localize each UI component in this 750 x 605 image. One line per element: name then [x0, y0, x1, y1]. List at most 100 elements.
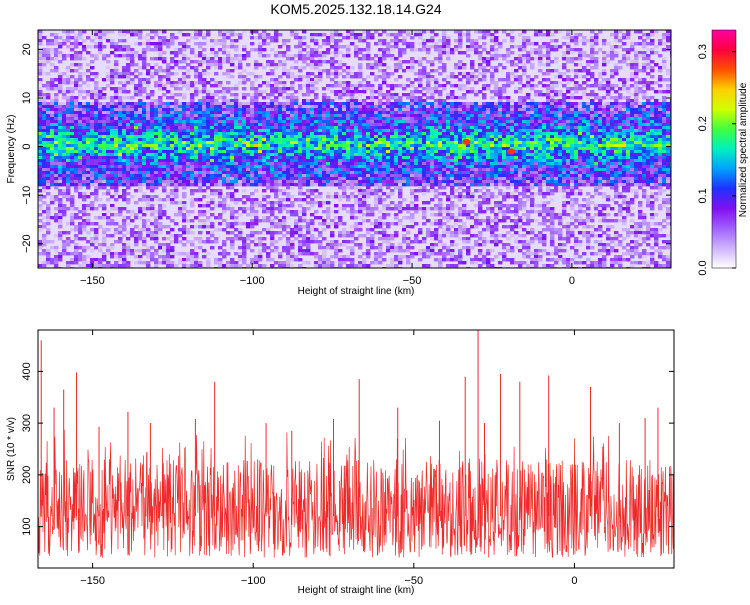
heatmap-cell	[134, 105, 139, 109]
heatmap-cell	[338, 66, 343, 70]
heatmap-cell	[454, 105, 459, 109]
heatmap-cell	[78, 51, 83, 55]
heatmap-cell	[218, 153, 223, 157]
heatmap-cell	[282, 81, 287, 85]
heatmap-cell	[502, 96, 507, 100]
heatmap-cell	[422, 132, 427, 136]
heatmap-cell	[482, 45, 487, 49]
heatmap-cell	[534, 75, 539, 79]
heatmap-cell	[522, 63, 527, 67]
heatmap-cell	[598, 141, 603, 145]
heatmap-cell	[446, 105, 451, 109]
heatmap-cell	[478, 135, 483, 139]
heatmap-cell	[294, 132, 299, 136]
heatmap-cell	[422, 72, 427, 76]
heatmap-cell	[426, 45, 431, 49]
heatmap-cell	[662, 33, 667, 37]
heatmap-cell	[374, 60, 379, 64]
heatmap-cell	[86, 117, 91, 121]
heatmap-cell	[46, 87, 51, 91]
heatmap-cell	[446, 153, 451, 157]
heatmap-cell	[234, 45, 239, 49]
heatmap-cell	[142, 36, 147, 40]
heatmap-cell	[566, 102, 571, 106]
heatmap-cell	[538, 114, 543, 118]
heatmap-cell	[366, 138, 371, 142]
heatmap-cell	[542, 135, 547, 139]
heatmap-cell	[570, 120, 575, 124]
heatmap-cell	[398, 84, 403, 88]
heatmap-cell	[274, 156, 279, 160]
heatmap-cell	[278, 117, 283, 121]
heatmap-cell	[458, 78, 463, 82]
heatmap-cell	[238, 57, 243, 61]
heatmap-cell	[570, 111, 575, 115]
heatmap-cell	[366, 33, 371, 37]
heatmap-cell	[542, 72, 547, 76]
heatmap-cell	[262, 153, 267, 157]
heatmap-cell	[626, 99, 631, 103]
heatmap-cell	[506, 99, 511, 103]
heatmap-cell	[490, 129, 495, 133]
heatmap-cell	[42, 84, 47, 88]
heatmap-cell	[146, 45, 151, 49]
heatmap-cell	[318, 57, 323, 61]
heatmap-cell	[494, 144, 499, 148]
heatmap-cell	[54, 54, 59, 58]
heatmap-cell	[118, 120, 123, 124]
heatmap-cell	[614, 33, 619, 37]
heatmap-cell	[82, 39, 87, 43]
heatmap-cell	[198, 72, 203, 76]
heatmap-cell	[106, 66, 111, 70]
heatmap-cell	[426, 144, 431, 148]
heatmap-cell	[366, 42, 371, 46]
heatmap-cell	[594, 114, 599, 118]
heatmap-cell	[590, 75, 595, 79]
heatmap-cell	[394, 36, 399, 40]
heatmap-cell	[610, 96, 615, 100]
heatmap-cell	[90, 117, 95, 121]
heatmap-cell	[526, 51, 531, 55]
heatmap-cell	[126, 132, 131, 136]
heatmap-cell	[374, 75, 379, 79]
heatmap-cell	[534, 132, 539, 136]
heatmap-cell	[414, 141, 419, 145]
heatmap-cell	[326, 156, 331, 160]
heatmap-cell	[94, 54, 99, 58]
heatmap-cell	[146, 105, 151, 109]
heatmap-cell	[346, 48, 351, 52]
heatmap-cell	[518, 81, 523, 85]
heatmap-cell	[242, 48, 247, 52]
heatmap-cell	[230, 99, 235, 103]
heatmap-cell	[666, 153, 671, 157]
heatmap-cell	[94, 45, 99, 49]
heatmap-cell	[134, 51, 139, 55]
heatmap-cell	[154, 126, 159, 130]
heatmap-cell	[430, 135, 435, 139]
heatmap-cell	[454, 129, 459, 133]
heatmap-cell	[330, 60, 335, 64]
heatmap-cell	[410, 57, 415, 61]
heatmap-cell	[138, 87, 143, 91]
heatmap-cell	[218, 60, 223, 64]
heatmap-cell	[426, 39, 431, 43]
heatmap-cell	[194, 147, 199, 151]
heatmap-cell	[378, 111, 383, 115]
heatmap-cell	[518, 135, 523, 139]
heatmap-cell	[86, 90, 91, 94]
heatmap-cell	[594, 135, 599, 139]
heatmap-cell	[186, 84, 191, 88]
heatmap-cell	[210, 120, 215, 124]
heatmap-cell	[546, 93, 551, 97]
heatmap-cell	[614, 36, 619, 40]
heatmap-cell	[594, 123, 599, 127]
heatmap-cell	[566, 48, 571, 52]
heatmap-cell	[454, 108, 459, 112]
heatmap-cell	[182, 93, 187, 97]
heatmap-cell	[614, 123, 619, 127]
heatmap-cell	[50, 153, 55, 157]
heatmap-cell	[598, 81, 603, 85]
heatmap-cell	[214, 117, 219, 121]
heatmap-cell	[514, 120, 519, 124]
heatmap-cell	[202, 81, 207, 85]
